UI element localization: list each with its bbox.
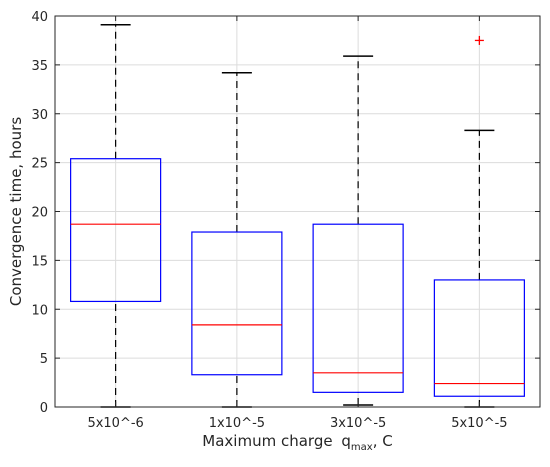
boxes: [70, 24, 525, 408]
x-tick-label-0: 5x10^-6: [87, 416, 143, 431]
x-tick-label-2: 3x10^-5: [330, 416, 386, 431]
x-axis-label: Maximum charge qmax, C: [202, 432, 392, 453]
y-tick-label-0: 0: [40, 401, 48, 416]
outlier-3-0: [474, 35, 484, 45]
box-1: [191, 231, 283, 376]
box-2: [312, 223, 404, 393]
x-axis-label-unit: , C: [373, 432, 393, 450]
ticks: 0 5 10 15 20 25 30 35 40 5x10^-6 1x10^-5 3x10^-5 5x1…: [31, 10, 540, 431]
grid: [55, 15, 540, 408]
y-tick-label-6: 30: [31, 108, 48, 123]
y-tick-label-2: 10: [31, 303, 48, 318]
box-0: [70, 158, 162, 303]
x-tick-label-1: 1x10^-5: [209, 416, 265, 431]
y-tick-label-1: 5: [40, 352, 48, 367]
y-axis-label: Convergence time, hours: [7, 117, 25, 306]
x-tick-label-3: 5x10^-5: [451, 416, 507, 431]
box-group-2: [312, 55, 404, 406]
x-axis-label-symbol: q: [341, 432, 351, 450]
x-axis-label-subscript: max: [351, 442, 373, 453]
y-tick-label-5: 25: [31, 157, 48, 172]
y-tick-label-7: 35: [31, 59, 48, 74]
y-tick-label-3: 15: [31, 254, 48, 269]
box-3: [433, 279, 525, 397]
y-tick-label-8: 40: [31, 10, 48, 25]
y-tick-label-4: 20: [31, 206, 48, 221]
x-axis-label-text: Maximum charge: [202, 432, 332, 450]
